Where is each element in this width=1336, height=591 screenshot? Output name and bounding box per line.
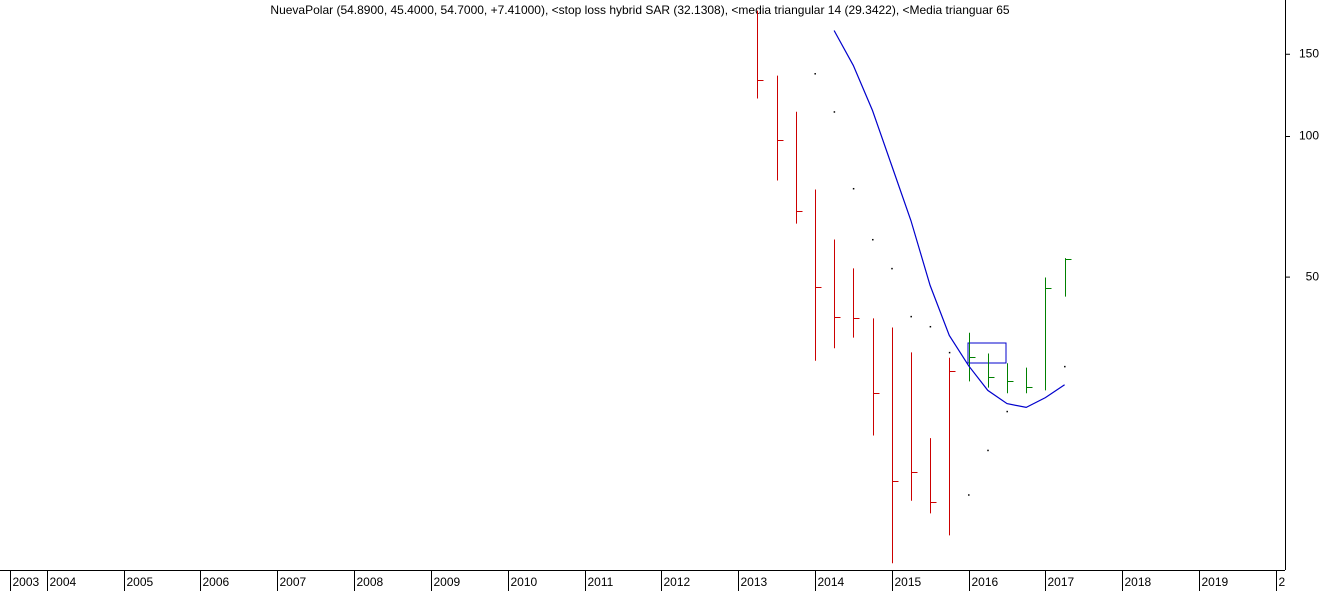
sar-dot bbox=[891, 267, 893, 270]
x-tick-label: 2015 bbox=[895, 575, 922, 589]
y-tick-label: 50 bbox=[1306, 269, 1320, 283]
sar-dot bbox=[872, 238, 874, 241]
x-tick-label: 2008 bbox=[357, 575, 384, 589]
x-tick-label: 2014 bbox=[818, 575, 845, 589]
sar-dot bbox=[987, 449, 989, 452]
x-tick-label: 2006 bbox=[203, 575, 230, 589]
x-tick-label: 2013 bbox=[741, 575, 768, 589]
x-tick-label: 2010 bbox=[511, 575, 538, 589]
y-tick-label: 100 bbox=[1299, 129, 1319, 143]
x-tick-label: 2012 bbox=[664, 575, 691, 589]
sar-dot bbox=[910, 315, 912, 318]
sar-dot bbox=[968, 494, 970, 496]
sar-dot bbox=[1006, 410, 1008, 413]
chart-title: NuevaPolar (54.8900, 45.4000, 54.7000, +… bbox=[270, 3, 1009, 17]
annotation-box bbox=[967, 342, 1007, 364]
y-tick-label: 150 bbox=[1299, 46, 1319, 60]
sar-dot bbox=[948, 351, 951, 354]
x-tick-label: 2003 bbox=[13, 575, 40, 589]
moving-average-line bbox=[833, 30, 1065, 409]
sar-dot bbox=[852, 187, 855, 190]
sar-dot bbox=[1064, 365, 1066, 368]
x-tick-label: 2011 bbox=[588, 575, 614, 589]
x-tick-label: 2017 bbox=[1048, 575, 1075, 589]
x-tick-label: 2 bbox=[1279, 575, 1286, 589]
x-tick-label: 2005 bbox=[127, 575, 154, 589]
sar-dot bbox=[929, 325, 932, 328]
sar-dot bbox=[833, 111, 836, 113]
x-tick-label: 2007 bbox=[280, 575, 307, 589]
sar-dot bbox=[814, 73, 816, 75]
x-tick-label: 2004 bbox=[50, 575, 77, 589]
x-tick-label: 2019 bbox=[1202, 575, 1229, 589]
x-tick-label: 2016 bbox=[972, 575, 999, 589]
x-tick-label: 2009 bbox=[434, 575, 461, 589]
x-tick-label: 2018 bbox=[1125, 575, 1152, 589]
